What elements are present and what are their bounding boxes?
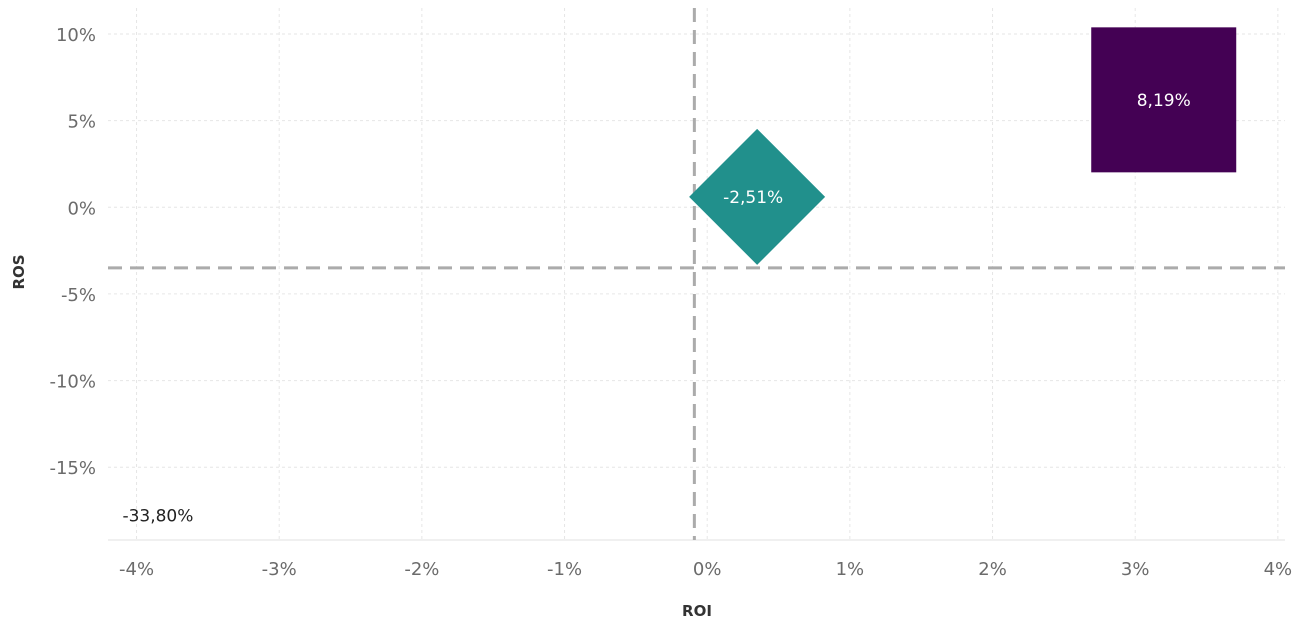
x-tick-label: -1%	[547, 559, 582, 580]
x-axis-ticks: -4% -3% -2% -1% 0% 1% 2% 3% 4%	[119, 559, 1292, 580]
diamond-marker	[689, 128, 826, 265]
data-marks: 8,19% -2,51% -33,80%	[122, 27, 1237, 527]
x-tick-label: 4%	[1264, 559, 1293, 580]
x-axis-title: ROI	[682, 602, 712, 620]
data-label: -2,51%	[723, 188, 783, 208]
y-axis-title: ROS	[10, 254, 28, 289]
x-tick-label: 1%	[836, 559, 865, 580]
y-axis-ticks: 10% 5% 0% -5% -10% -15%	[49, 25, 96, 479]
x-tick-label: 3%	[1121, 559, 1150, 580]
y-tick-label: 0%	[67, 198, 96, 219]
x-tick-label: -4%	[119, 559, 154, 580]
y-tick-label: -5%	[61, 285, 96, 306]
data-label: 8,19%	[1137, 91, 1191, 111]
x-tick-label: 0%	[693, 559, 722, 580]
y-tick-label: 10%	[56, 25, 96, 46]
grid-lines	[108, 8, 1285, 541]
reference-lines	[108, 8, 1285, 540]
data-label: -33,80%	[122, 507, 193, 527]
y-tick-label: -10%	[49, 372, 96, 393]
x-tick-label: 2%	[978, 559, 1007, 580]
x-tick-label: -2%	[404, 559, 439, 580]
x-tick-label: -3%	[262, 559, 297, 580]
square-marker	[1091, 27, 1237, 173]
y-tick-label: 5%	[67, 112, 96, 133]
y-tick-label: -15%	[49, 458, 96, 479]
